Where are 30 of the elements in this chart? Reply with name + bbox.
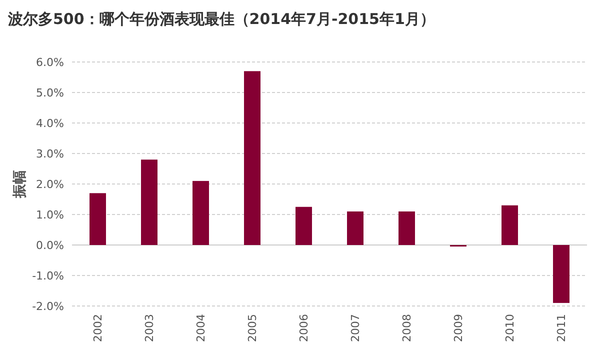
bar	[398, 211, 415, 245]
y-tick-label: 3.0%	[36, 147, 64, 160]
bar	[192, 180, 209, 245]
x-tick-label: 2009	[452, 314, 466, 342]
y-axis-title: 振幅	[12, 170, 28, 199]
y-tick-label: 5.0%	[36, 86, 64, 100]
chart-title: 波尔多500：哪个年份酒表现最佳（2014年7月-2015年1月）	[7, 10, 435, 28]
x-tick-label: 2004	[194, 314, 208, 342]
y-tick-label: -2.0%	[32, 300, 64, 313]
x-tick-label: 2005	[246, 314, 260, 342]
bar	[502, 205, 518, 245]
bar	[347, 211, 364, 245]
bar	[90, 193, 106, 245]
y-tick-label: 2.0%	[36, 178, 64, 191]
y-tick-label: 0.0%	[36, 238, 64, 252]
x-tick-label: 2010	[504, 314, 517, 342]
bar	[141, 160, 158, 245]
y-tick-label: -1.0%	[32, 269, 64, 282]
x-tick-label: 2011	[555, 314, 568, 342]
bar	[553, 245, 570, 303]
bar	[296, 206, 312, 245]
x-tick-label: 2008	[400, 314, 414, 342]
bar	[244, 71, 260, 245]
x-tick-label: 2006	[298, 314, 311, 342]
y-tick-label: 4.0%	[36, 116, 64, 130]
y-tick-label: 6.0%	[36, 56, 64, 69]
x-tick-label: 2002	[92, 314, 105, 342]
x-tick-label: 2007	[349, 314, 362, 342]
x-tick-label: 2003	[143, 314, 156, 342]
y-tick-label: 1.0%	[36, 208, 64, 222]
